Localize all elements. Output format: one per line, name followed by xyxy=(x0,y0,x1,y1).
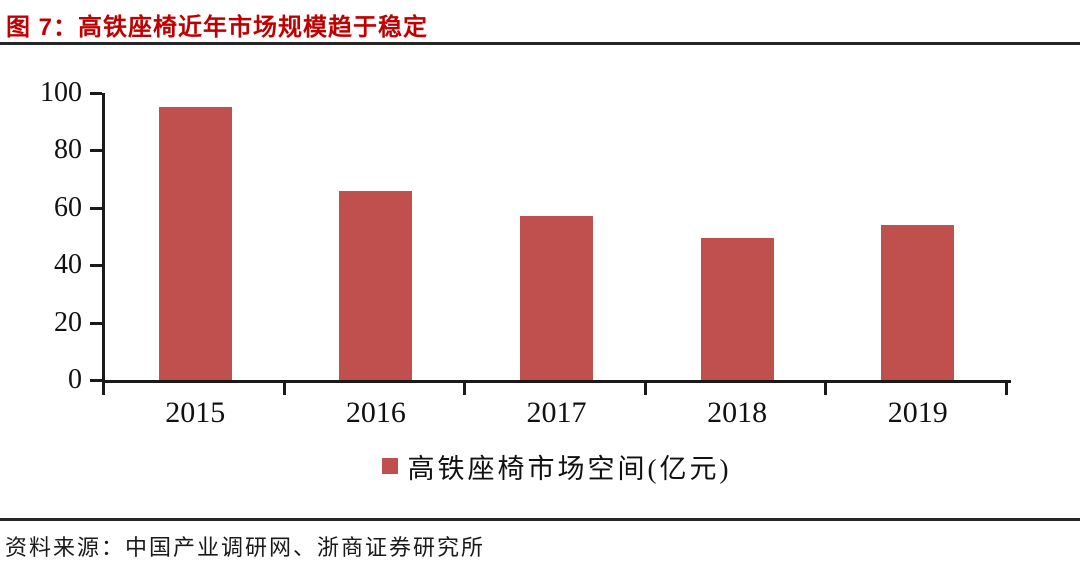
y-axis-tick xyxy=(90,264,102,268)
x-tick-label: 2016 xyxy=(345,396,406,429)
y-tick-label: 0 xyxy=(68,364,82,395)
legend-swatch-icon xyxy=(381,458,398,474)
x-tick-label: 2018 xyxy=(707,396,768,429)
footer-divider-line xyxy=(0,518,1080,521)
y-tick-label: 60 xyxy=(54,191,82,223)
legend-label: 高铁座椅市场空间(亿元) xyxy=(407,453,732,484)
source-note: 资料来源：中国产业调研网、浙商证券研究所 xyxy=(5,535,486,560)
bar-2015 xyxy=(158,107,232,380)
y-axis-tick xyxy=(90,379,102,382)
y-axis-tick xyxy=(90,321,102,325)
x-axis-tick xyxy=(824,383,828,395)
x-tick-label: 2019 xyxy=(887,396,948,429)
x-axis-tick xyxy=(282,383,286,395)
bar-2018 xyxy=(700,237,774,380)
chart-legend: 高铁座椅市场空间(亿元) xyxy=(105,450,1008,484)
y-axis-tick xyxy=(90,92,102,95)
x-tick-label: 2017 xyxy=(526,396,587,429)
y-tick-label: 20 xyxy=(54,306,82,338)
x-axis-tick xyxy=(463,383,467,395)
x-axis-line xyxy=(102,380,1011,383)
y-axis-tick xyxy=(90,149,102,153)
bar-2016 xyxy=(339,190,413,380)
title-divider-line xyxy=(0,42,1080,45)
bar-2017 xyxy=(520,216,593,380)
y-tick-label: 80 xyxy=(54,134,82,166)
bar-2019 xyxy=(881,225,955,380)
x-axis-tick xyxy=(1005,383,1008,395)
figure-title: 图 7：高铁座椅近年市场规模趋于稳定 xyxy=(6,14,429,41)
y-axis-tick xyxy=(90,206,102,210)
x-tick-label: 2015 xyxy=(165,396,226,429)
x-axis-tick xyxy=(102,383,105,395)
y-axis-line xyxy=(102,93,105,383)
y-tick-label: 100 xyxy=(40,77,82,108)
x-axis-tick xyxy=(643,383,647,395)
y-tick-label: 40 xyxy=(54,249,82,281)
